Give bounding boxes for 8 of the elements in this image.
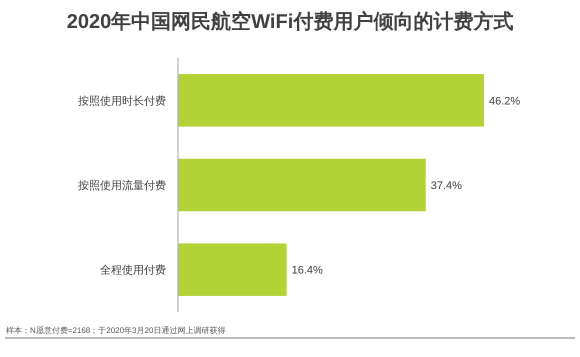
y-tick-label: 按照使用时长付费: [78, 94, 166, 108]
data-label: 46.2%: [489, 95, 520, 108]
data-label: 16.4%: [292, 264, 324, 277]
chart-title: 2020年中国网民航空WiFi付费用户倾向的计费方式: [66, 10, 514, 33]
text: 样本：N愿意付费=2168；于2020年3月20日通过网上调研获得: [6, 326, 226, 335]
y-tick-label: 按照使用流量付费: [78, 179, 166, 192]
y-tick-label: 全程使用付费: [100, 264, 166, 277]
data-label: 37.4%: [430, 180, 462, 192]
